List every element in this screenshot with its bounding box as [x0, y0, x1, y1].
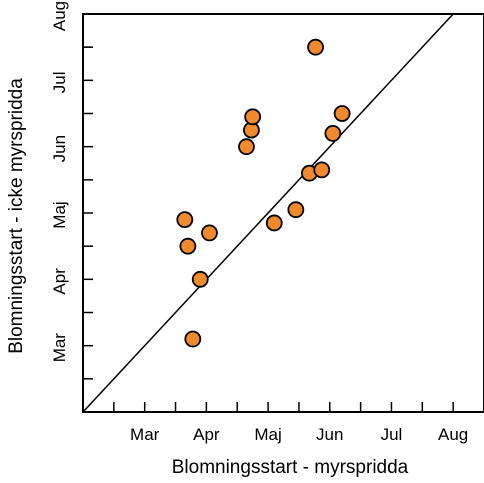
data-point [313, 161, 331, 179]
data-point [238, 138, 255, 156]
x-tick-label: Maj [254, 425, 281, 444]
y-tick-label: Mar [50, 333, 69, 363]
x-tick-label: Jul [381, 425, 403, 444]
y-tick-label: Jun [50, 135, 69, 162]
x-tick-label: Mar [130, 425, 160, 444]
x-tick-label: Apr [193, 425, 220, 444]
x-tick-label: Aug [438, 425, 468, 444]
y-tick-label: Maj [50, 201, 69, 228]
data-point [287, 201, 305, 219]
y-tick-label: Aug [50, 1, 69, 31]
data-point [244, 108, 262, 126]
y-ticks: Mar Apr Maj Jun Jul Aug [50, 1, 93, 380]
data-point [333, 105, 351, 122]
data-points [176, 38, 351, 348]
data-point [265, 214, 283, 232]
data-point [201, 224, 218, 242]
data-point [324, 124, 342, 142]
y-tick-label: Apr [50, 268, 69, 295]
data-point [184, 330, 202, 348]
data-point [307, 38, 324, 56]
data-point [191, 270, 209, 288]
reference-line [82, 13, 454, 413]
x-ticks: Mar Apr Maj Jun Jul Aug [113, 402, 468, 444]
data-point [179, 237, 197, 255]
plot-frame [82, 13, 484, 413]
y-axis-label: Blomningsstart - icke myrspridda [6, 78, 27, 354]
y-tick-label: Jul [50, 71, 69, 93]
x-tick-label: Jun [316, 425, 343, 444]
data-point [176, 211, 194, 229]
x-axis-label: Blomningsstart - myrspridda [172, 457, 409, 478]
